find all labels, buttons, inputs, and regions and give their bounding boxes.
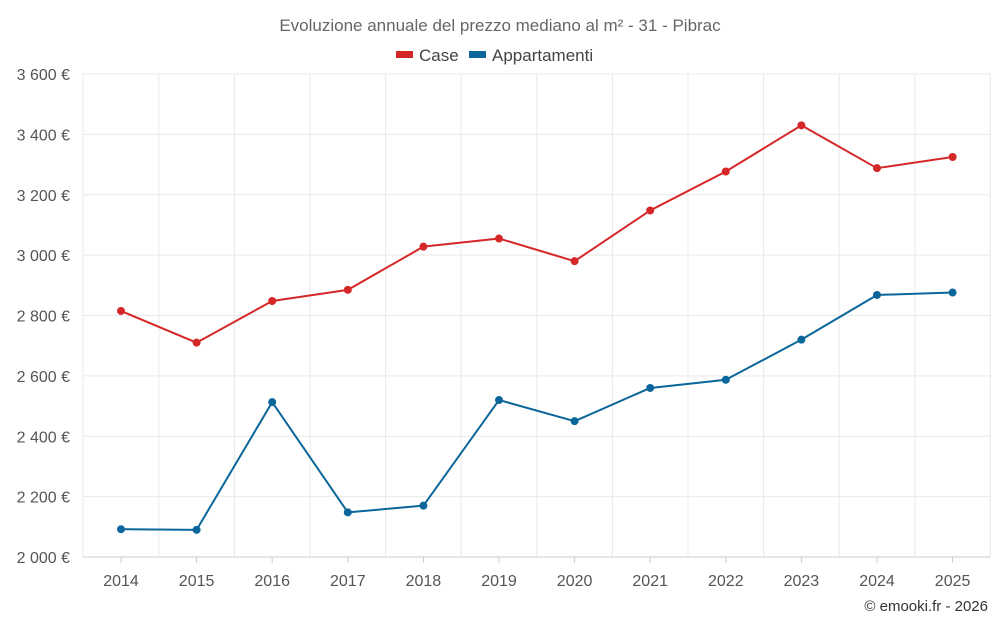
- data-point[interactable]: [721, 375, 730, 384]
- data-point[interactable]: [192, 525, 201, 534]
- legend-label[interactable]: Case: [419, 46, 459, 65]
- data-point[interactable]: [948, 153, 957, 162]
- data-point[interactable]: [343, 508, 352, 517]
- data-point[interactable]: [343, 285, 352, 294]
- data-point[interactable]: [268, 297, 277, 306]
- data-point[interactable]: [646, 206, 655, 215]
- data-point[interactable]: [117, 525, 125, 534]
- x-tick-label: 2024: [859, 573, 895, 590]
- series-group: [117, 121, 957, 534]
- x-tick-label: 2017: [330, 573, 366, 590]
- series-line: [120, 291, 953, 531]
- y-tick-label: 2 800 €: [17, 309, 70, 326]
- grid: [82, 73, 991, 558]
- chart-title: Evoluzione annuale del prezzo mediano al…: [279, 16, 721, 35]
- x-tick-label: 2019: [481, 573, 517, 590]
- data-point[interactable]: [419, 242, 428, 251]
- data-point[interactable]: [117, 306, 125, 315]
- y-tick-label: 2 000 €: [17, 550, 70, 567]
- data-point[interactable]: [570, 257, 579, 266]
- legend-label[interactable]: Appartamenti: [492, 46, 593, 65]
- data-point[interactable]: [797, 121, 806, 130]
- x-tick-label: 2025: [935, 573, 971, 590]
- x-tick-label: 2015: [179, 573, 215, 590]
- legend-swatch: [469, 51, 486, 58]
- data-point[interactable]: [646, 383, 655, 392]
- x-tick-label: 2018: [406, 573, 442, 590]
- data-point[interactable]: [873, 290, 881, 299]
- data-point[interactable]: [721, 167, 730, 176]
- x-tick-label: 2020: [557, 573, 593, 590]
- series-appartamenti: [117, 288, 957, 534]
- data-point[interactable]: [192, 338, 201, 347]
- x-tick-label: 2014: [103, 573, 139, 590]
- legend-swatch: [396, 51, 413, 58]
- data-point[interactable]: [419, 501, 428, 510]
- x-tick-label: 2023: [784, 573, 820, 590]
- series-line: [120, 124, 953, 344]
- y-tick-label: 3 400 €: [17, 127, 70, 144]
- legend: Case Appartamenti: [396, 46, 593, 65]
- y-tick-label: 3 200 €: [17, 188, 70, 205]
- data-point[interactable]: [873, 164, 881, 173]
- data-point[interactable]: [570, 417, 579, 426]
- data-point[interactable]: [797, 335, 806, 344]
- y-axis: 2 000 € 2 200 € 2 400 € 2 600 € 2 800 € 3 000…: [17, 67, 70, 567]
- y-tick-label: 3 600 €: [17, 67, 70, 84]
- credit-text: © emooki.fr - 2026: [864, 598, 988, 615]
- y-tick-label: 2 600 €: [17, 369, 70, 386]
- x-tick-label: 2021: [632, 573, 668, 590]
- x-axis: 2014 2015 2016 2017 2018 2019 2020 2021 2022 2023…: [83, 556, 990, 590]
- y-tick-label: 2 200 €: [17, 490, 70, 507]
- data-point[interactable]: [948, 288, 957, 297]
- y-tick-label: 2 400 €: [17, 429, 70, 446]
- x-tick-label: 2022: [708, 573, 744, 590]
- series-case: [117, 121, 957, 347]
- x-tick-label: 2016: [254, 573, 290, 590]
- y-tick-label: 3 000 €: [17, 248, 70, 265]
- data-point[interactable]: [495, 234, 503, 243]
- data-point[interactable]: [495, 396, 503, 405]
- data-point[interactable]: [268, 398, 277, 407]
